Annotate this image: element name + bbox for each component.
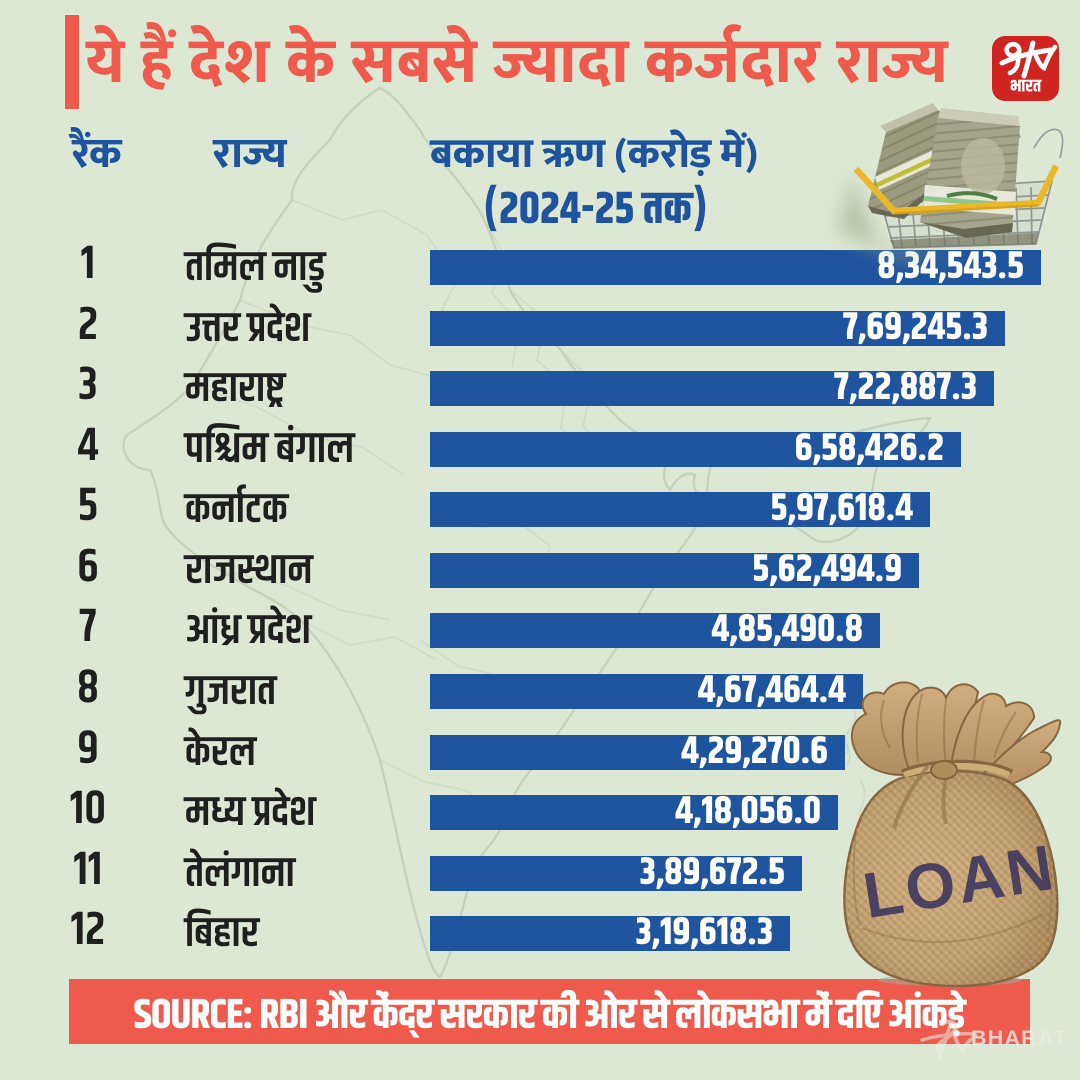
svg-text:BHARAT: BHARAT — [971, 1026, 1067, 1050]
